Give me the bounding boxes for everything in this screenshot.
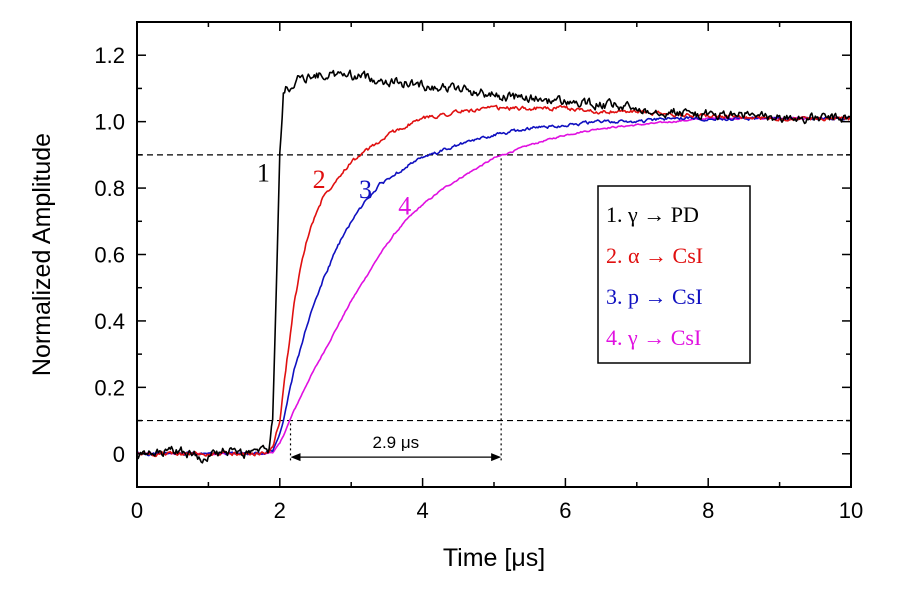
legend-entry-3: 3. p → CsI <box>606 284 703 309</box>
curve-label-1: 1 <box>257 158 270 187</box>
x-tick-label: 2 <box>274 498 286 523</box>
x-tick-label: 6 <box>559 498 571 523</box>
y-tick-label: 0.8 <box>94 176 125 201</box>
curve-label-4: 4 <box>398 192 411 221</box>
series-lines <box>136 69 852 464</box>
y-tick-label: 0.6 <box>94 243 125 268</box>
series-line-3 <box>136 115 852 457</box>
arrow-head-right <box>491 453 502 462</box>
y-tick-label: 0 <box>113 442 125 467</box>
y-tick-label: 1.2 <box>94 43 125 68</box>
x-tick-label: 10 <box>839 498 863 523</box>
legend-entry-2: 2. α → CsI <box>606 243 703 268</box>
x-axis-title: Time [μs] <box>443 544 545 572</box>
x-tick-label: 8 <box>702 498 714 523</box>
reference-lines <box>137 154 851 461</box>
legend-entry-1: 1. γ → PD <box>606 202 699 227</box>
legend: 1. γ → PD 2. α → CsI 3. p → CsI 4. γ → C… <box>597 185 751 364</box>
curve-label-3: 3 <box>359 175 372 204</box>
y-tick-label: 0.2 <box>94 375 125 400</box>
arrow-head-left <box>290 453 301 462</box>
legend-box <box>597 185 751 364</box>
y-tick-label: 1.0 <box>94 110 125 135</box>
series-line-1 <box>136 69 852 464</box>
x-axis-ticks: 0 2 4 6 8 10 <box>131 22 863 523</box>
curve-label-2: 2 <box>313 165 326 194</box>
annotations: 2.9 μs 1 2 34 <box>257 158 502 462</box>
y-tick-label: 0.4 <box>94 309 125 334</box>
x-tick-label: 0 <box>131 498 143 523</box>
duration-label: 2.9 μs <box>372 433 419 452</box>
x-tick-label: 4 <box>416 498 428 523</box>
y-axis-ticks: 0 0.2 0.4 0.6 0.8 1.0 1.2 <box>94 21 851 488</box>
legend-entry-4: 4. γ → CsI <box>606 325 701 350</box>
y-axis-title: Normalized Amplitude <box>28 133 56 376</box>
